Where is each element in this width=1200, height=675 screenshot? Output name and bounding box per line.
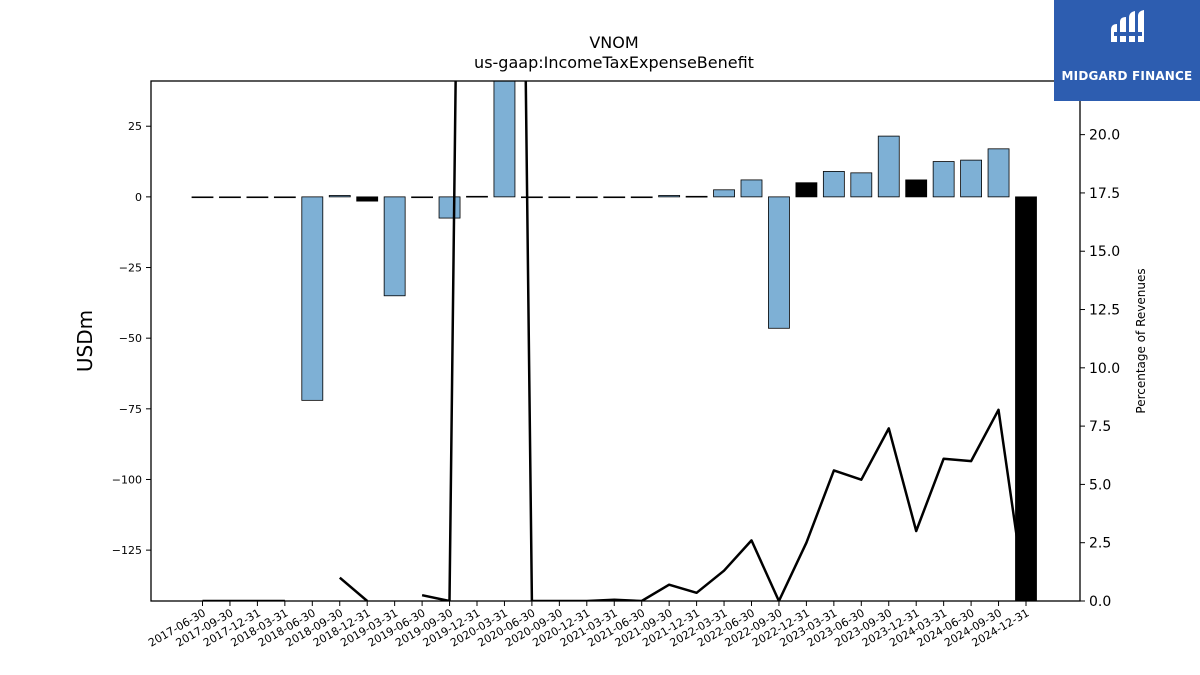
bar [548,196,571,199]
bar [273,196,296,199]
bar [466,195,488,198]
bar [630,196,653,199]
bar [658,195,681,198]
brand-name: MIDGARD FINANCE [1061,69,1193,83]
bar [493,81,516,198]
bar [768,196,790,329]
y2-axis-label: Percentage of Revenues [1134,268,1148,413]
bar [822,171,845,198]
brand-logo: MIDGARD FINANCE [1054,0,1200,101]
bar [328,195,351,198]
line-path [202,81,1028,601]
midgard-logo-icon [1111,10,1144,42]
bar [521,196,543,199]
y-tick-label: −125 [112,544,142,557]
bar [905,179,928,198]
y2-tick-label: 5.0 [1089,477,1111,493]
bar [713,189,735,198]
right-axis: 0.0 2.5 5.0 7.5 10.0 12.5 15.0 17.5 20.0 [1080,128,1120,610]
y-tick-label: −25 [119,262,142,275]
plot-frame [150,80,1081,602]
bar [960,159,982,198]
y-tick-label: 25 [128,120,142,133]
bar [219,196,241,199]
bar [987,148,1010,198]
chart-subtitle: us-gaap:IncomeTaxExpenseBenefit [474,53,754,72]
y2-tick-label: 20.0 [1089,128,1120,144]
bar [411,196,434,199]
y2-tick-label: 0.0 [1089,594,1111,610]
y-axis-label: USDm [73,310,97,372]
y-tick-label: 0 [135,191,142,204]
y-tick-label: −75 [119,403,142,416]
y2-tick-label: 7.5 [1089,419,1111,435]
bar [438,196,461,219]
y-tick-label: −50 [119,332,142,345]
bar [795,182,818,198]
y2-tick-label: 12.5 [1089,303,1120,319]
bar [603,196,626,199]
chart-title: VNOM [589,33,638,52]
y2-tick-label: 2.5 [1089,536,1111,552]
y-tick-label: −100 [112,473,142,486]
bar [877,135,900,198]
bar-series [191,81,1037,601]
line-series [202,81,1028,601]
bar [383,196,406,297]
bar [1015,196,1037,601]
bar [850,172,873,198]
bar [575,196,598,199]
y2-tick-label: 15.0 [1089,244,1120,260]
bar [685,195,708,198]
bar [740,179,763,198]
y2-tick-label: 17.5 [1089,186,1120,202]
bar [246,196,269,199]
y2-tick-label: 10.0 [1089,361,1120,377]
left-axis: 25 0 −25 −50 −75 −100 −125 [112,120,151,557]
bar [301,196,324,401]
bar [356,196,379,202]
bar [191,196,214,199]
bar [932,161,955,198]
x-axis: 2017-06-302017-09-302017-12-312018-03-31… [146,601,1032,650]
